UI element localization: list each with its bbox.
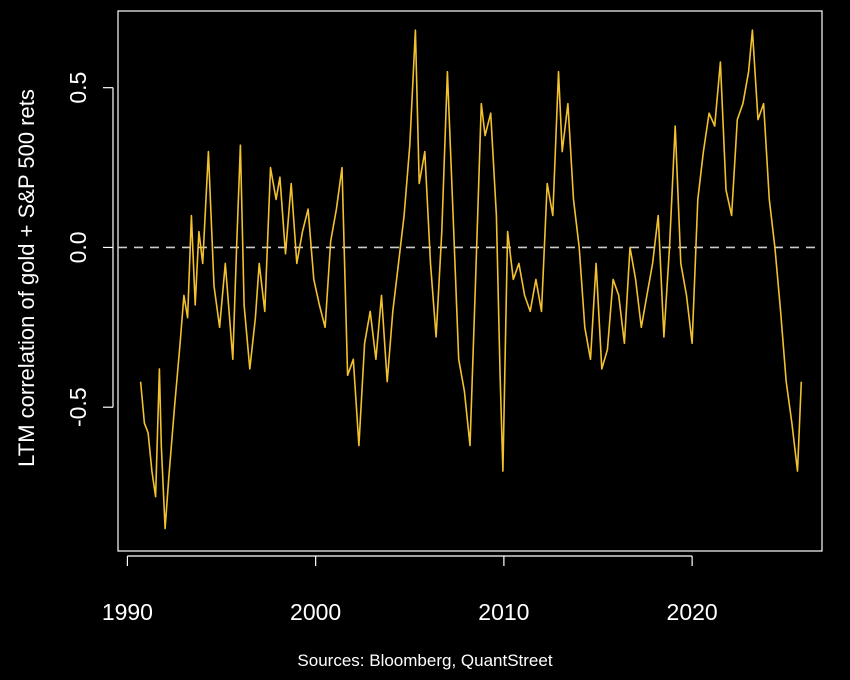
x-tick-label: 2010 [478, 599, 529, 625]
series-layer [139, 29, 803, 530]
x-tick-label: 2000 [290, 599, 341, 625]
x-tick-label: 2020 [667, 599, 718, 625]
x-axis: 1990 2000 2010 2020 [102, 555, 718, 625]
sources-caption: Sources: Bloomberg, QuantStreet [297, 651, 553, 670]
y-tick-label: 0.5 [65, 72, 91, 104]
y-tick-label: 0.0 [65, 231, 91, 263]
plot-frame [117, 10, 823, 552]
y-tick-label: -0.5 [65, 387, 91, 427]
x-tick-label: 1990 [102, 599, 153, 625]
correlation-series-line [139, 29, 803, 530]
y-axis: -0.5 0.0 0.5 [65, 72, 114, 427]
y-axis-label: LTM correlation of gold + S&P 500 rets [14, 89, 39, 467]
